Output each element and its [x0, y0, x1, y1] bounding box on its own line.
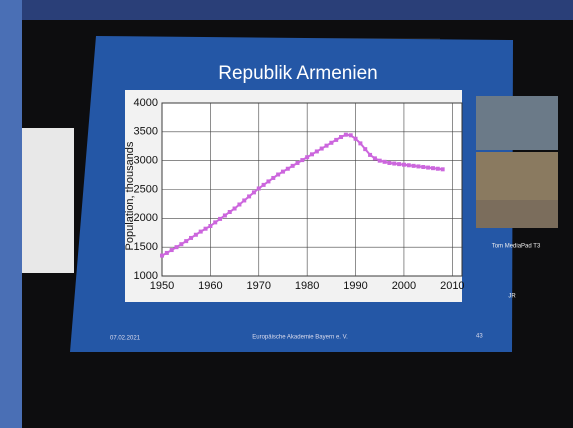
background-top [22, 0, 573, 20]
data-point [426, 166, 430, 170]
y-tick-label: 3000 [134, 155, 158, 167]
data-point [383, 160, 387, 164]
data-point [358, 141, 362, 145]
data-point [402, 163, 406, 167]
x-tick-label: 2000 [392, 280, 416, 292]
data-point [237, 202, 241, 206]
slide-title: Republik Armenien [218, 63, 377, 84]
data-point [339, 135, 343, 139]
data-point [204, 227, 208, 231]
data-point [291, 164, 295, 168]
video-tile [476, 96, 558, 150]
data-point [266, 179, 270, 183]
data-point [305, 155, 309, 159]
background-edge [0, 0, 22, 428]
data-point [378, 159, 382, 163]
x-tick-label: 1950 [150, 280, 174, 292]
video-tile [476, 152, 558, 200]
data-point [262, 183, 266, 187]
data-point [233, 207, 237, 211]
data-point [194, 233, 198, 237]
y-tick-label: 4000 [134, 97, 158, 109]
data-point [252, 190, 256, 194]
data-point [189, 236, 193, 240]
screen-photo: Republik Armenien 07.02.2021 Europäische… [0, 0, 573, 428]
participant-name: Tom MediaPad T3 [492, 244, 541, 250]
page-number: 43 [476, 334, 483, 340]
data-point [218, 217, 222, 221]
data-point [228, 210, 232, 214]
data-point [223, 213, 227, 217]
participant-name: JR [508, 294, 516, 300]
footer-date: 07.02.2021 [110, 336, 141, 342]
data-point [320, 147, 324, 151]
data-point [441, 167, 445, 171]
data-point [286, 167, 290, 171]
data-point [431, 166, 435, 170]
data-point [373, 156, 377, 160]
data-point [184, 239, 188, 243]
x-tick-label: 1980 [295, 280, 319, 292]
x-tick-label: 1990 [343, 280, 367, 292]
data-point [412, 164, 416, 168]
data-point [179, 242, 183, 246]
data-point [281, 170, 285, 174]
x-tick-label: 2010 [440, 280, 464, 292]
data-point [349, 133, 353, 137]
y-tick-label: 2000 [134, 212, 158, 224]
data-point [387, 161, 391, 165]
x-tick-label: 1970 [247, 280, 271, 292]
data-point [421, 165, 425, 169]
y-tick-label: 2500 [134, 183, 158, 195]
data-point [242, 198, 246, 202]
footer-org: Europäische Akademie Bayern e. V. [252, 335, 348, 341]
data-point [300, 158, 304, 162]
data-point [325, 144, 329, 148]
data-point [276, 173, 280, 177]
data-point [407, 163, 411, 167]
data-point [368, 153, 372, 157]
side-window [22, 128, 74, 273]
data-point [363, 147, 367, 151]
data-point [213, 220, 217, 224]
video-tile [476, 200, 558, 228]
data-point [436, 167, 440, 171]
data-point [344, 133, 348, 137]
data-point [175, 245, 179, 249]
data-point [257, 186, 261, 190]
data-point [199, 230, 203, 234]
data-point [208, 224, 212, 228]
data-point [329, 141, 333, 145]
data-point [295, 161, 299, 165]
data-point [397, 162, 401, 166]
data-point [315, 149, 319, 153]
data-point [247, 194, 251, 198]
data-point [334, 138, 338, 142]
data-point [392, 162, 396, 166]
data-point [416, 164, 420, 168]
data-point [271, 176, 275, 180]
x-tick-label: 1960 [198, 280, 222, 292]
data-point [170, 248, 174, 252]
data-point [310, 152, 314, 156]
data-point [160, 254, 164, 258]
y-tick-label: 3500 [134, 126, 158, 138]
data-point [165, 251, 169, 255]
data-point [354, 137, 358, 141]
y-tick-label: 1500 [134, 241, 158, 253]
